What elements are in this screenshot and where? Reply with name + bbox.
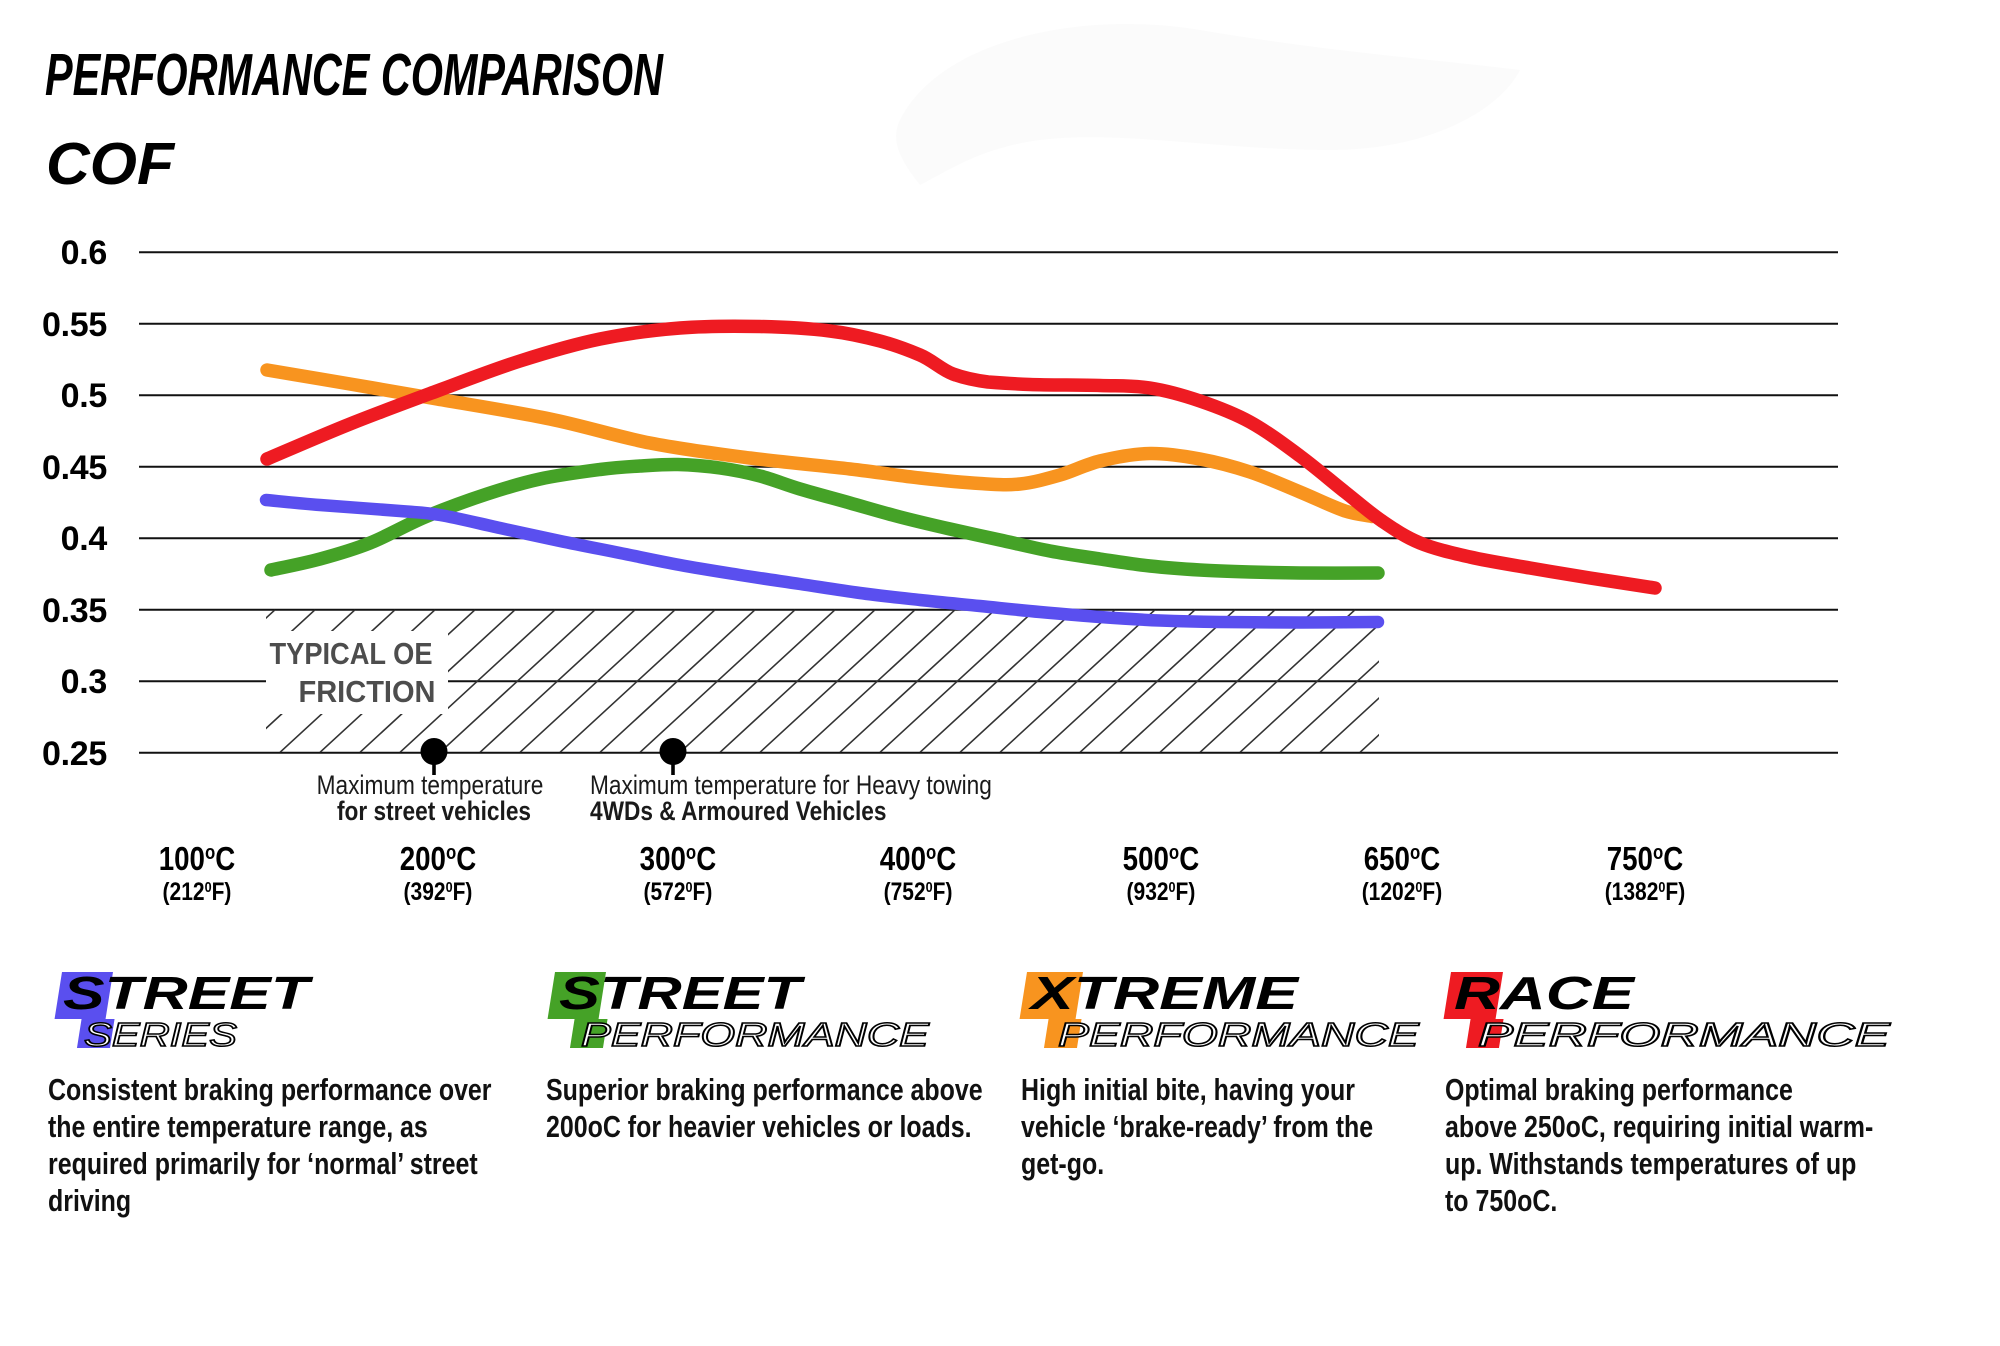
svg-text:(7520F): (7520F) <box>884 877 953 905</box>
svg-text:(13820F): (13820F) <box>1605 877 1686 905</box>
svg-text:XTREME: XTREME <box>1027 967 1300 1019</box>
svg-text:0.5: 0.5 <box>61 377 107 415</box>
svg-text:0.35: 0.35 <box>42 592 107 630</box>
svg-text:0.4: 0.4 <box>61 520 108 558</box>
svg-text:SERIES: SERIES <box>84 1016 237 1053</box>
svg-text:PERFORMANCE: PERFORMANCE <box>1478 1016 1892 1053</box>
svg-text:0.25: 0.25 <box>42 735 107 773</box>
svg-text:for street vehicles: for street vehicles <box>337 796 531 826</box>
svg-text:PERFORMANCE: PERFORMANCE <box>581 1016 930 1053</box>
svg-text:200oC: 200oC <box>400 841 477 878</box>
svg-text:400oC: 400oC <box>880 841 957 878</box>
svg-text:(2120F): (2120F) <box>163 877 232 905</box>
svg-text:0.6: 0.6 <box>61 234 107 272</box>
svg-text:(3920F): (3920F) <box>404 877 473 905</box>
svg-text:Optimal braking performance: Optimal braking performance <box>1445 1072 1793 1106</box>
svg-text:RACE: RACE <box>1454 967 1636 1019</box>
svg-text:Consistent braking performance: Consistent braking performance over <box>48 1072 492 1106</box>
svg-text:to 750oC.: to 750oC. <box>1445 1183 1557 1217</box>
svg-text:(5720F): (5720F) <box>644 877 713 905</box>
svg-text:vehicle ‘brake-ready’ from the: vehicle ‘brake-ready’ from the <box>1021 1109 1373 1143</box>
svg-text:300oC: 300oC <box>640 841 717 878</box>
svg-text:750oC: 750oC <box>1607 841 1684 878</box>
svg-text:COF: COF <box>46 131 176 197</box>
svg-text:Superior braking performance a: Superior braking performance above <box>546 1072 983 1106</box>
svg-text:(9320F): (9320F) <box>1127 877 1196 905</box>
svg-text:Maximum temperature: Maximum temperature <box>317 770 544 800</box>
svg-text:0.55: 0.55 <box>42 306 107 344</box>
svg-text:Maximum temperature for Heavy: Maximum temperature for Heavy towing <box>590 770 992 800</box>
svg-text:(12020F): (12020F) <box>1362 877 1443 905</box>
svg-text:STREET: STREET <box>63 967 314 1019</box>
svg-text:0.3: 0.3 <box>61 663 107 701</box>
svg-text:get-go.: get-go. <box>1021 1146 1104 1180</box>
svg-text:PERFORMANCE COMPARISON: PERFORMANCE COMPARISON <box>45 42 664 108</box>
svg-text:200oC for heavier vehicles or: 200oC for heavier vehicles or loads. <box>546 1109 972 1143</box>
svg-text:PERFORMANCE: PERFORMANCE <box>1058 1016 1420 1053</box>
svg-text:0.45: 0.45 <box>42 449 107 487</box>
svg-text:4WDs & Armoured Vehicles: 4WDs & Armoured Vehicles <box>590 796 886 826</box>
svg-text:driving: driving <box>48 1183 131 1217</box>
svg-text:above 250oC, requiring initial: above 250oC, requiring initial warm- <box>1445 1109 1873 1143</box>
svg-text:up. Withstands temperatures of: up. Withstands temperatures of up <box>1445 1146 1856 1180</box>
svg-text:TYPICAL OE: TYPICAL OE <box>270 636 433 671</box>
svg-text:650oC: 650oC <box>1364 841 1441 878</box>
svg-text:STREET: STREET <box>559 967 806 1019</box>
svg-text:500oC: 500oC <box>1123 841 1200 878</box>
svg-text:required primarily for ‘normal: required primarily for ‘normal’ street <box>48 1146 478 1180</box>
svg-text:FRICTION: FRICTION <box>299 674 436 709</box>
svg-text:High initial bite, having your: High initial bite, having your <box>1021 1072 1355 1106</box>
svg-text:the entire temperature range,: the entire temperature range, as <box>48 1109 428 1143</box>
svg-text:100oC: 100oC <box>159 841 236 878</box>
